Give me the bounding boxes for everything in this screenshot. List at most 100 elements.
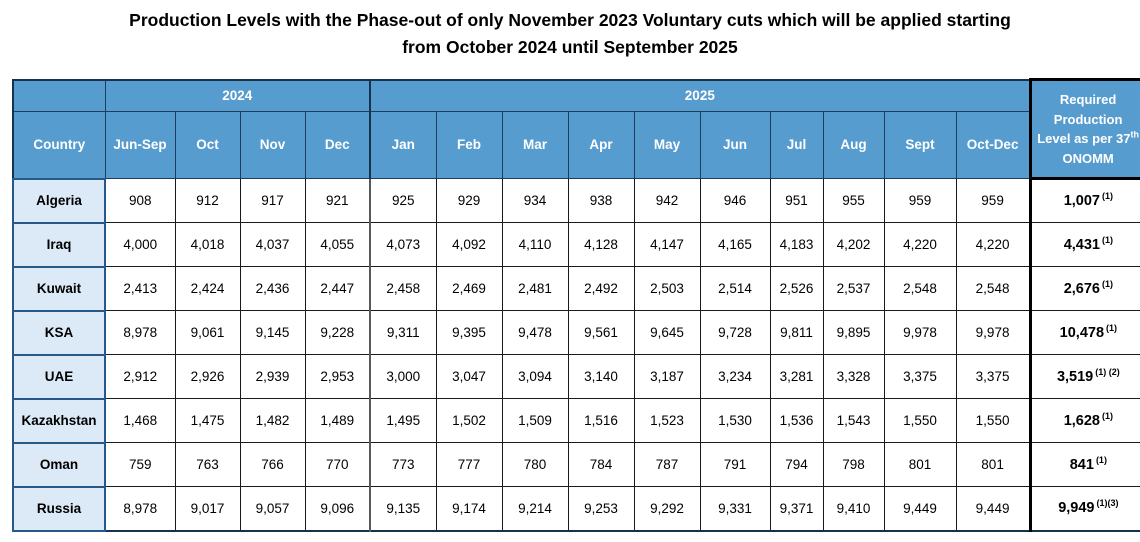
page-title: Production Levels with the Phase-out of … <box>0 7 1140 61</box>
value-cell: 9,228 <box>304 310 371 355</box>
value-cell: 4,110 <box>501 222 569 267</box>
production-levels-table: 2024 2025 Required Production Level as p… <box>12 78 1140 532</box>
table-row-kazakhstan: Kazakhstan 1,468 1,475 1,482 1,489 1,495 1,502… <box>12 397 1140 444</box>
value-cell: 1,550 <box>883 398 957 443</box>
value-cell: 908 <box>104 178 176 223</box>
value-cell: 9,311 <box>369 310 437 355</box>
value-cell: 9,061 <box>174 310 241 355</box>
value-cell: 2,481 <box>501 266 569 311</box>
required-level-footnote: (1) (2) <box>1095 366 1120 377</box>
value-cell: 798 <box>822 442 885 487</box>
column-header-dec: Dec <box>304 110 371 179</box>
value-cell: 787 <box>633 442 701 487</box>
value-cell: 4,128 <box>567 222 635 267</box>
value-cell: 942 <box>633 178 701 223</box>
value-cell: 1,530 <box>699 398 771 443</box>
column-header-aug: Aug <box>822 110 885 179</box>
value-cell: 938 <box>567 178 635 223</box>
value-cell: 4,018 <box>174 222 241 267</box>
value-cell: 3,234 <box>699 354 771 399</box>
value-cell: 9,135 <box>369 486 437 531</box>
value-cell: 4,147 <box>633 222 701 267</box>
value-cell: 2,926 <box>174 354 241 399</box>
value-cell: 9,811 <box>769 310 824 355</box>
value-cell: 9,561 <box>567 310 635 355</box>
table-row-kuwait: Kuwait 2,413 2,424 2,436 2,447 2,458 2,469 2,48… <box>12 265 1140 312</box>
required-header-sup: th <box>1130 129 1139 140</box>
value-cell: 8,978 <box>104 486 176 531</box>
value-cell: 3,328 <box>822 354 885 399</box>
required-level-footnote: (1) <box>1101 191 1113 202</box>
value-cell: 1,550 <box>955 398 1031 443</box>
value-cell: 2,514 <box>699 266 771 311</box>
value-cell: 2,469 <box>435 266 503 311</box>
value-cell: 801 <box>955 442 1031 487</box>
year-header-2025: 2025 <box>369 79 1031 112</box>
value-cell: 2,912 <box>104 354 176 399</box>
value-cell: 959 <box>883 178 957 223</box>
value-cell: 9,214 <box>501 486 569 531</box>
column-header-apr: Apr <box>567 110 635 179</box>
value-cell: 1,509 <box>501 398 569 443</box>
value-cell: 2,447 <box>304 266 371 311</box>
year-group-header-row: 2024 2025 Required Production Level as p… <box>12 78 1140 180</box>
required-level-value: 9,949 <box>1058 500 1095 517</box>
value-cell: 770 <box>304 442 371 487</box>
value-cell: 4,073 <box>369 222 437 267</box>
value-cell: 917 <box>239 178 306 223</box>
value-cell: 784 <box>567 442 635 487</box>
value-cell: 4,000 <box>104 222 176 267</box>
value-cell: 2,939 <box>239 354 306 399</box>
value-cell: 4,220 <box>955 222 1031 267</box>
value-cell: 3,094 <box>501 354 569 399</box>
value-cell: 3,000 <box>369 354 437 399</box>
value-cell: 3,375 <box>955 354 1031 399</box>
country-cell: Kuwait <box>12 265 106 312</box>
table-row-algeria: Algeria 908 912 917 921 925 929 934 938 942 946 951… <box>12 177 1140 224</box>
value-cell: 9,410 <box>822 486 885 531</box>
required-production-header: Required Production Level as per 37th ON… <box>1028 78 1140 180</box>
required-level-footnote: (1)(3) <box>1096 498 1119 509</box>
required-level-value: 3,519 <box>1056 368 1094 385</box>
value-cell: 9,449 <box>955 486 1031 531</box>
required-level-footnote: (1) <box>1095 454 1107 465</box>
value-cell: 4,092 <box>435 222 503 267</box>
value-cell: 9,449 <box>883 486 957 531</box>
required-level-value: 1,007 <box>1063 193 1100 209</box>
value-cell: 1,475 <box>174 398 241 443</box>
value-cell: 912 <box>174 178 241 223</box>
value-cell: 801 <box>883 442 957 487</box>
value-cell: 3,140 <box>567 354 635 399</box>
year-header-2024: 2024 <box>104 79 371 112</box>
value-cell: 3,281 <box>769 354 824 399</box>
required-level-cell: 3,519 (1) (2) <box>1028 354 1140 399</box>
value-cell: 1,482 <box>239 398 306 443</box>
country-cell: Algeria <box>12 177 106 224</box>
required-header-text: Required Production Level as per 37 <box>1037 92 1131 146</box>
column-header-feb: Feb <box>435 110 503 179</box>
value-cell: 951 <box>769 178 824 223</box>
column-header-jan: Jan <box>369 110 437 179</box>
value-cell: 3,375 <box>883 354 957 399</box>
value-cell: 2,503 <box>633 266 701 311</box>
value-cell: 777 <box>435 442 503 487</box>
value-cell: 9,978 <box>883 310 957 355</box>
value-cell: 9,728 <box>699 310 771 355</box>
required-level-footnote: (1) <box>1106 322 1118 333</box>
value-cell: 9,395 <box>435 310 503 355</box>
value-cell: 1,516 <box>567 398 635 443</box>
required-level-value: 2,676 <box>1063 280 1100 297</box>
value-cell: 9,895 <box>822 310 885 355</box>
value-cell: 925 <box>369 178 437 223</box>
country-cell: Iraq <box>12 221 106 268</box>
country-cell: Russia <box>12 485 106 532</box>
page-title-text: Production Levels with the Phase-out of … <box>129 10 1011 58</box>
required-level-footnote: (1) <box>1101 278 1113 289</box>
value-cell: 1,536 <box>769 398 824 443</box>
value-cell: 4,202 <box>822 222 885 267</box>
required-level-cell: 1,628 (1) <box>1028 398 1140 443</box>
value-cell: 9,331 <box>699 486 771 531</box>
value-cell: 1,502 <box>435 398 503 443</box>
value-cell: 9,096 <box>304 486 371 531</box>
column-header-may: May <box>633 110 701 179</box>
